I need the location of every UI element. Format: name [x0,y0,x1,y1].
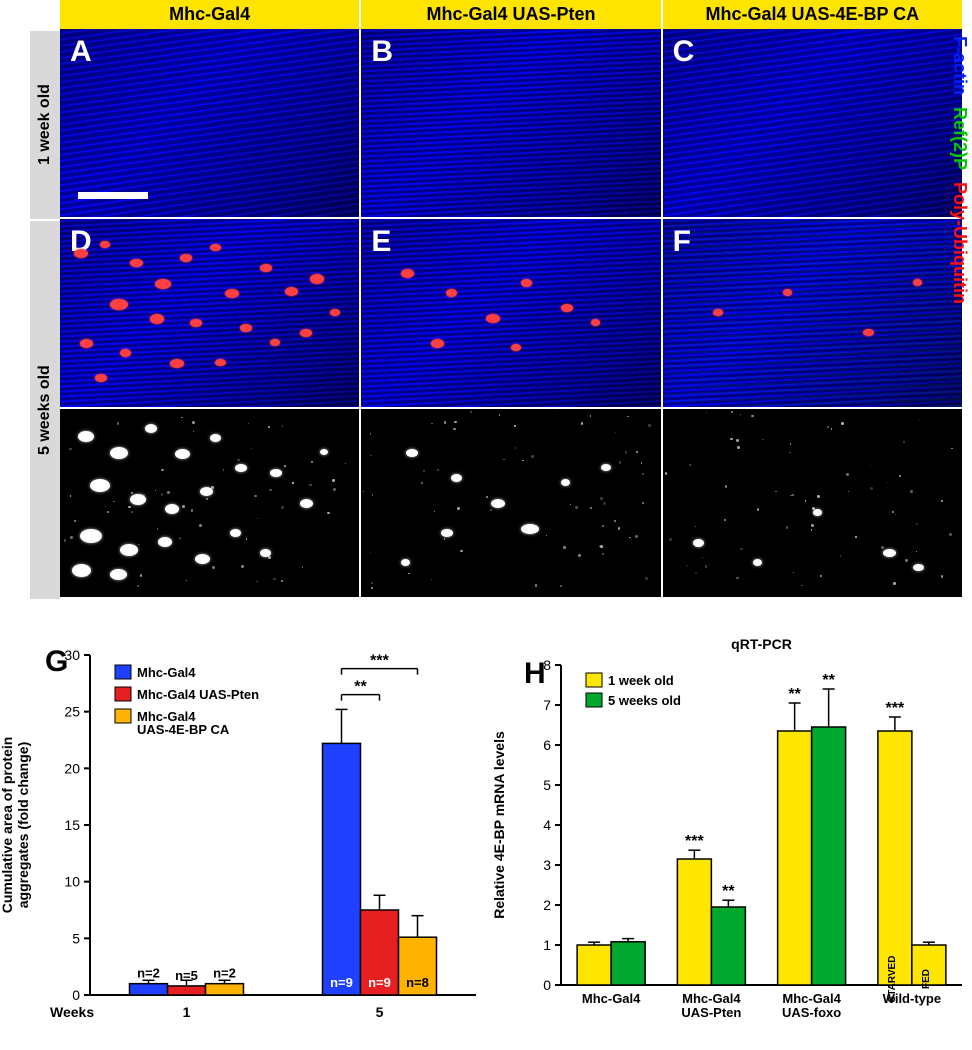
panel-A: A [60,29,361,219]
svg-text:***: *** [685,833,704,850]
svg-text:n=2: n=2 [137,966,160,981]
panel-letter-H: H [524,657,546,691]
row-label-1: 5 weeks old [30,219,60,599]
panel-F: F [663,219,962,409]
svg-text:**: ** [788,686,801,703]
svg-text:qRT-PCR: qRT-PCR [731,636,792,652]
svg-text:0: 0 [543,977,551,993]
col-header-2: Mhc-Gal4 UAS-4E-BP CA [663,0,962,29]
svg-text:**: ** [354,679,367,696]
svg-text:5: 5 [376,1004,384,1020]
svg-text:7: 7 [543,697,551,713]
svg-text:1 week old: 1 week old [608,673,674,688]
svg-text:Mhc-Gal4UAS-Pten: Mhc-Gal4UAS-Pten [681,991,741,1020]
row-label-0: 1 week old [30,29,60,219]
row-labels: 1 week old 5 weeks old [30,29,60,599]
svg-text:6: 6 [543,737,551,753]
svg-text:n=9: n=9 [330,975,353,990]
svg-text:Cumulative area of proteinaggr: Cumulative area of proteinaggregates (fo… [0,737,31,914]
svg-text:5: 5 [543,777,551,793]
stain-legend-item: F-actin [946,30,970,101]
svg-text:***: *** [370,653,389,670]
svg-text:Wild-type: Wild-type [883,991,941,1006]
panel-letter-C: C [673,35,695,69]
panel-C: C [663,29,962,219]
charts-row: G 051015202530Cumulative area of protein… [0,635,972,1050]
panel-letter-A: A [70,35,92,69]
stain-legend: F-actinRef(2)PPoly-Ubiquitin [946,30,970,600]
chart-H-svg: qRT-PCR012345678Relative 4E-BP mRNA leve… [486,635,972,1050]
svg-text:n=8: n=8 [406,975,429,990]
svg-text:10: 10 [64,874,80,890]
panel-B: B [361,29,662,219]
svg-text:Mhc-Gal4UAS-4E-BP CA: Mhc-Gal4UAS-4E-BP CA [137,709,230,737]
svg-text:25: 25 [64,704,80,720]
svg-text:Mhc-Gal4: Mhc-Gal4 [137,665,196,680]
svg-text:4: 4 [543,817,551,833]
chart-G: G 051015202530Cumulative area of protein… [0,635,486,1050]
svg-text:5: 5 [72,930,80,946]
svg-text:1: 1 [543,937,551,953]
stain-legend-item: Ref(2)P [946,101,970,176]
svg-text:Mhc-Gal4: Mhc-Gal4 [582,991,641,1006]
scalebar-icon [78,192,148,199]
svg-text:**: ** [822,672,835,689]
figure-root: Mhc-Gal4 Mhc-Gal4 UAS-Pten Mhc-Gal4 UAS-… [0,0,972,1050]
svg-text:2: 2 [543,897,551,913]
svg-text:n=9: n=9 [368,975,391,990]
svg-text:n=5: n=5 [175,968,198,983]
panel-E: E [361,219,662,409]
stain-legend-item: Poly-Ubiquitin [946,176,970,310]
chart-G-svg: 051015202530Cumulative area of proteinag… [0,635,486,1050]
svg-text:FED: FED [921,969,932,989]
svg-text:0: 0 [72,987,80,1003]
svg-text:Relative 4E-BP mRNA levels: Relative 4E-BP mRNA levels [491,731,507,919]
svg-text:1: 1 [183,1004,191,1020]
panel-D: D [60,219,361,409]
panel-letter-E: E [371,225,391,259]
panel-letter-G: G [45,645,68,679]
microscopy-grid: Mhc-Gal4 Mhc-Gal4 UAS-Pten Mhc-Gal4 UAS-… [30,0,962,599]
svg-text:n=2: n=2 [213,966,236,981]
svg-text:Mhc-Gal4 UAS-Pten: Mhc-Gal4 UAS-Pten [137,687,259,702]
svg-text:20: 20 [64,760,80,776]
panel-F-gray [663,409,962,599]
column-headers: Mhc-Gal4 Mhc-Gal4 UAS-Pten Mhc-Gal4 UAS-… [30,0,962,29]
chart-H: H qRT-PCR012345678Relative 4E-BP mRNA le… [486,635,972,1050]
svg-text:3: 3 [543,857,551,873]
col-header-1: Mhc-Gal4 UAS-Pten [361,0,662,29]
svg-text:5 weeks old: 5 weeks old [608,693,681,708]
panel-D-gray [60,409,361,599]
col-header-0: Mhc-Gal4 [60,0,361,29]
svg-text:**: ** [722,883,735,900]
svg-text:***: *** [886,700,905,717]
panels: A B C D [60,29,962,599]
svg-text:Mhc-Gal4UAS-foxo: Mhc-Gal4UAS-foxo [782,991,842,1020]
panel-E-gray [361,409,662,599]
svg-text:Weeks: Weeks [50,1004,94,1020]
panel-letter-B: B [371,35,393,69]
panel-letter-F: F [673,225,691,259]
svg-text:15: 15 [64,817,80,833]
